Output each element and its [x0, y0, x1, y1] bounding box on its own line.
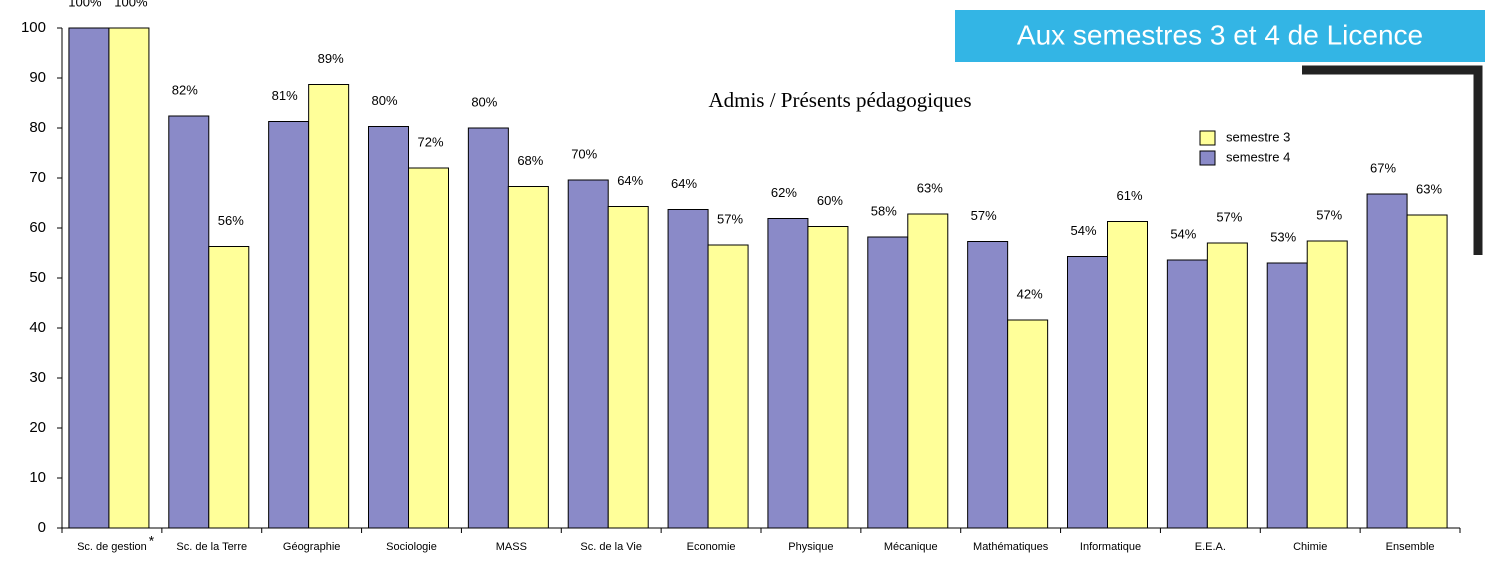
value-label: 61%: [1116, 188, 1142, 203]
x-tick-label: MASS: [496, 541, 527, 553]
value-label: 64%: [617, 173, 643, 188]
value-label: 54%: [1170, 226, 1196, 241]
value-label: 81%: [272, 88, 298, 103]
bar: [268, 121, 310, 529]
y-tick-label: 90: [29, 69, 46, 86]
y-tick-label: 20: [29, 419, 46, 436]
legend-swatch: [1199, 150, 1216, 166]
value-label: 63%: [1416, 181, 1442, 196]
bar: [707, 244, 749, 529]
y-tick-label: 80: [29, 119, 46, 136]
bar: [1107, 221, 1148, 529]
x-tick-label: Informatique: [1080, 541, 1141, 553]
x-tick-label: E.E.A.: [1195, 541, 1226, 553]
x-tick-label: Sc. de la Terre: [176, 541, 247, 553]
value-label: 62%: [771, 185, 797, 200]
y-tick-label: 60: [29, 219, 46, 236]
bar: [567, 179, 609, 529]
x-tick-label: Géographie: [283, 541, 341, 553]
x-tick-label: Mécanique: [884, 541, 938, 553]
bar: [168, 115, 210, 529]
bar: [308, 84, 350, 529]
legend-swatch: [1199, 130, 1216, 146]
legend-label: semestre 3: [1226, 129, 1290, 144]
value-label: 72%: [417, 134, 443, 149]
bar: [507, 186, 549, 529]
value-label: 60%: [817, 193, 843, 208]
bar: [68, 27, 110, 529]
value-label: 42%: [1017, 286, 1043, 301]
bar: [1007, 319, 1049, 529]
value-label: 53%: [1270, 229, 1296, 244]
bar: [1166, 259, 1208, 529]
value-label: 70%: [571, 146, 597, 161]
bar: [1306, 240, 1348, 529]
bar: [767, 218, 809, 529]
bar: [1266, 262, 1308, 529]
x-tick-label: Sc. de la Vie: [580, 541, 642, 553]
annotation: *: [149, 533, 155, 549]
chart-title: Admis / Présents pédagogiques: [708, 88, 971, 112]
value-label: 67%: [1370, 160, 1396, 175]
x-tick-label: Sc. de gestion: [77, 541, 147, 553]
y-tick-label: 30: [29, 369, 46, 386]
value-label: 80%: [471, 94, 497, 109]
value-label: 64%: [671, 176, 697, 191]
bar: [1206, 242, 1248, 529]
value-label: 100%: [68, 0, 102, 9]
bar: [1366, 193, 1408, 529]
bar: [607, 206, 649, 529]
x-tick-label: Economie: [687, 541, 736, 553]
bar: [208, 246, 250, 529]
bar: [907, 213, 949, 529]
value-label: 63%: [917, 180, 943, 195]
value-label: 100%: [114, 0, 148, 9]
value-label: 58%: [871, 203, 897, 218]
bar: [867, 236, 909, 529]
bar: [108, 27, 150, 529]
bar: [408, 167, 449, 529]
value-label: 82%: [172, 82, 198, 97]
bar: [1406, 214, 1448, 529]
y-tick-label: 40: [29, 319, 46, 336]
banner-box: [955, 10, 1485, 62]
y-tick-label: 0: [38, 519, 46, 536]
bar: [467, 127, 509, 529]
bar: [967, 241, 1009, 529]
value-label: 57%: [971, 208, 997, 223]
banner: Aux semestres 3 et 4 de Licence: [1017, 19, 1423, 50]
bar: [667, 209, 709, 529]
y-tick-label: 100: [21, 19, 46, 36]
x-tick-label: Chimie: [1293, 541, 1327, 553]
value-label: 89%: [318, 51, 344, 66]
x-tick-label: Physique: [788, 541, 833, 553]
bar: [1067, 256, 1108, 529]
x-tick-label: Ensemble: [1386, 541, 1435, 553]
value-label: 80%: [371, 93, 397, 108]
legend-label: semestre 4: [1226, 149, 1290, 164]
y-tick-label: 10: [29, 469, 46, 486]
value-label: 56%: [218, 213, 244, 228]
value-label: 57%: [1316, 207, 1342, 222]
bar: [368, 126, 409, 529]
x-tick-label: Sociologie: [386, 541, 437, 553]
bar: [807, 226, 849, 529]
y-tick-label: 50: [29, 269, 46, 286]
decor-bracket: [1302, 65, 1483, 255]
y-tick-label: 70: [29, 169, 46, 186]
value-label: 54%: [1070, 223, 1096, 238]
value-label: 68%: [517, 153, 543, 168]
value-label: 57%: [1216, 209, 1242, 224]
value-label: 57%: [717, 211, 743, 226]
x-tick-label: Mathématiques: [973, 541, 1049, 553]
